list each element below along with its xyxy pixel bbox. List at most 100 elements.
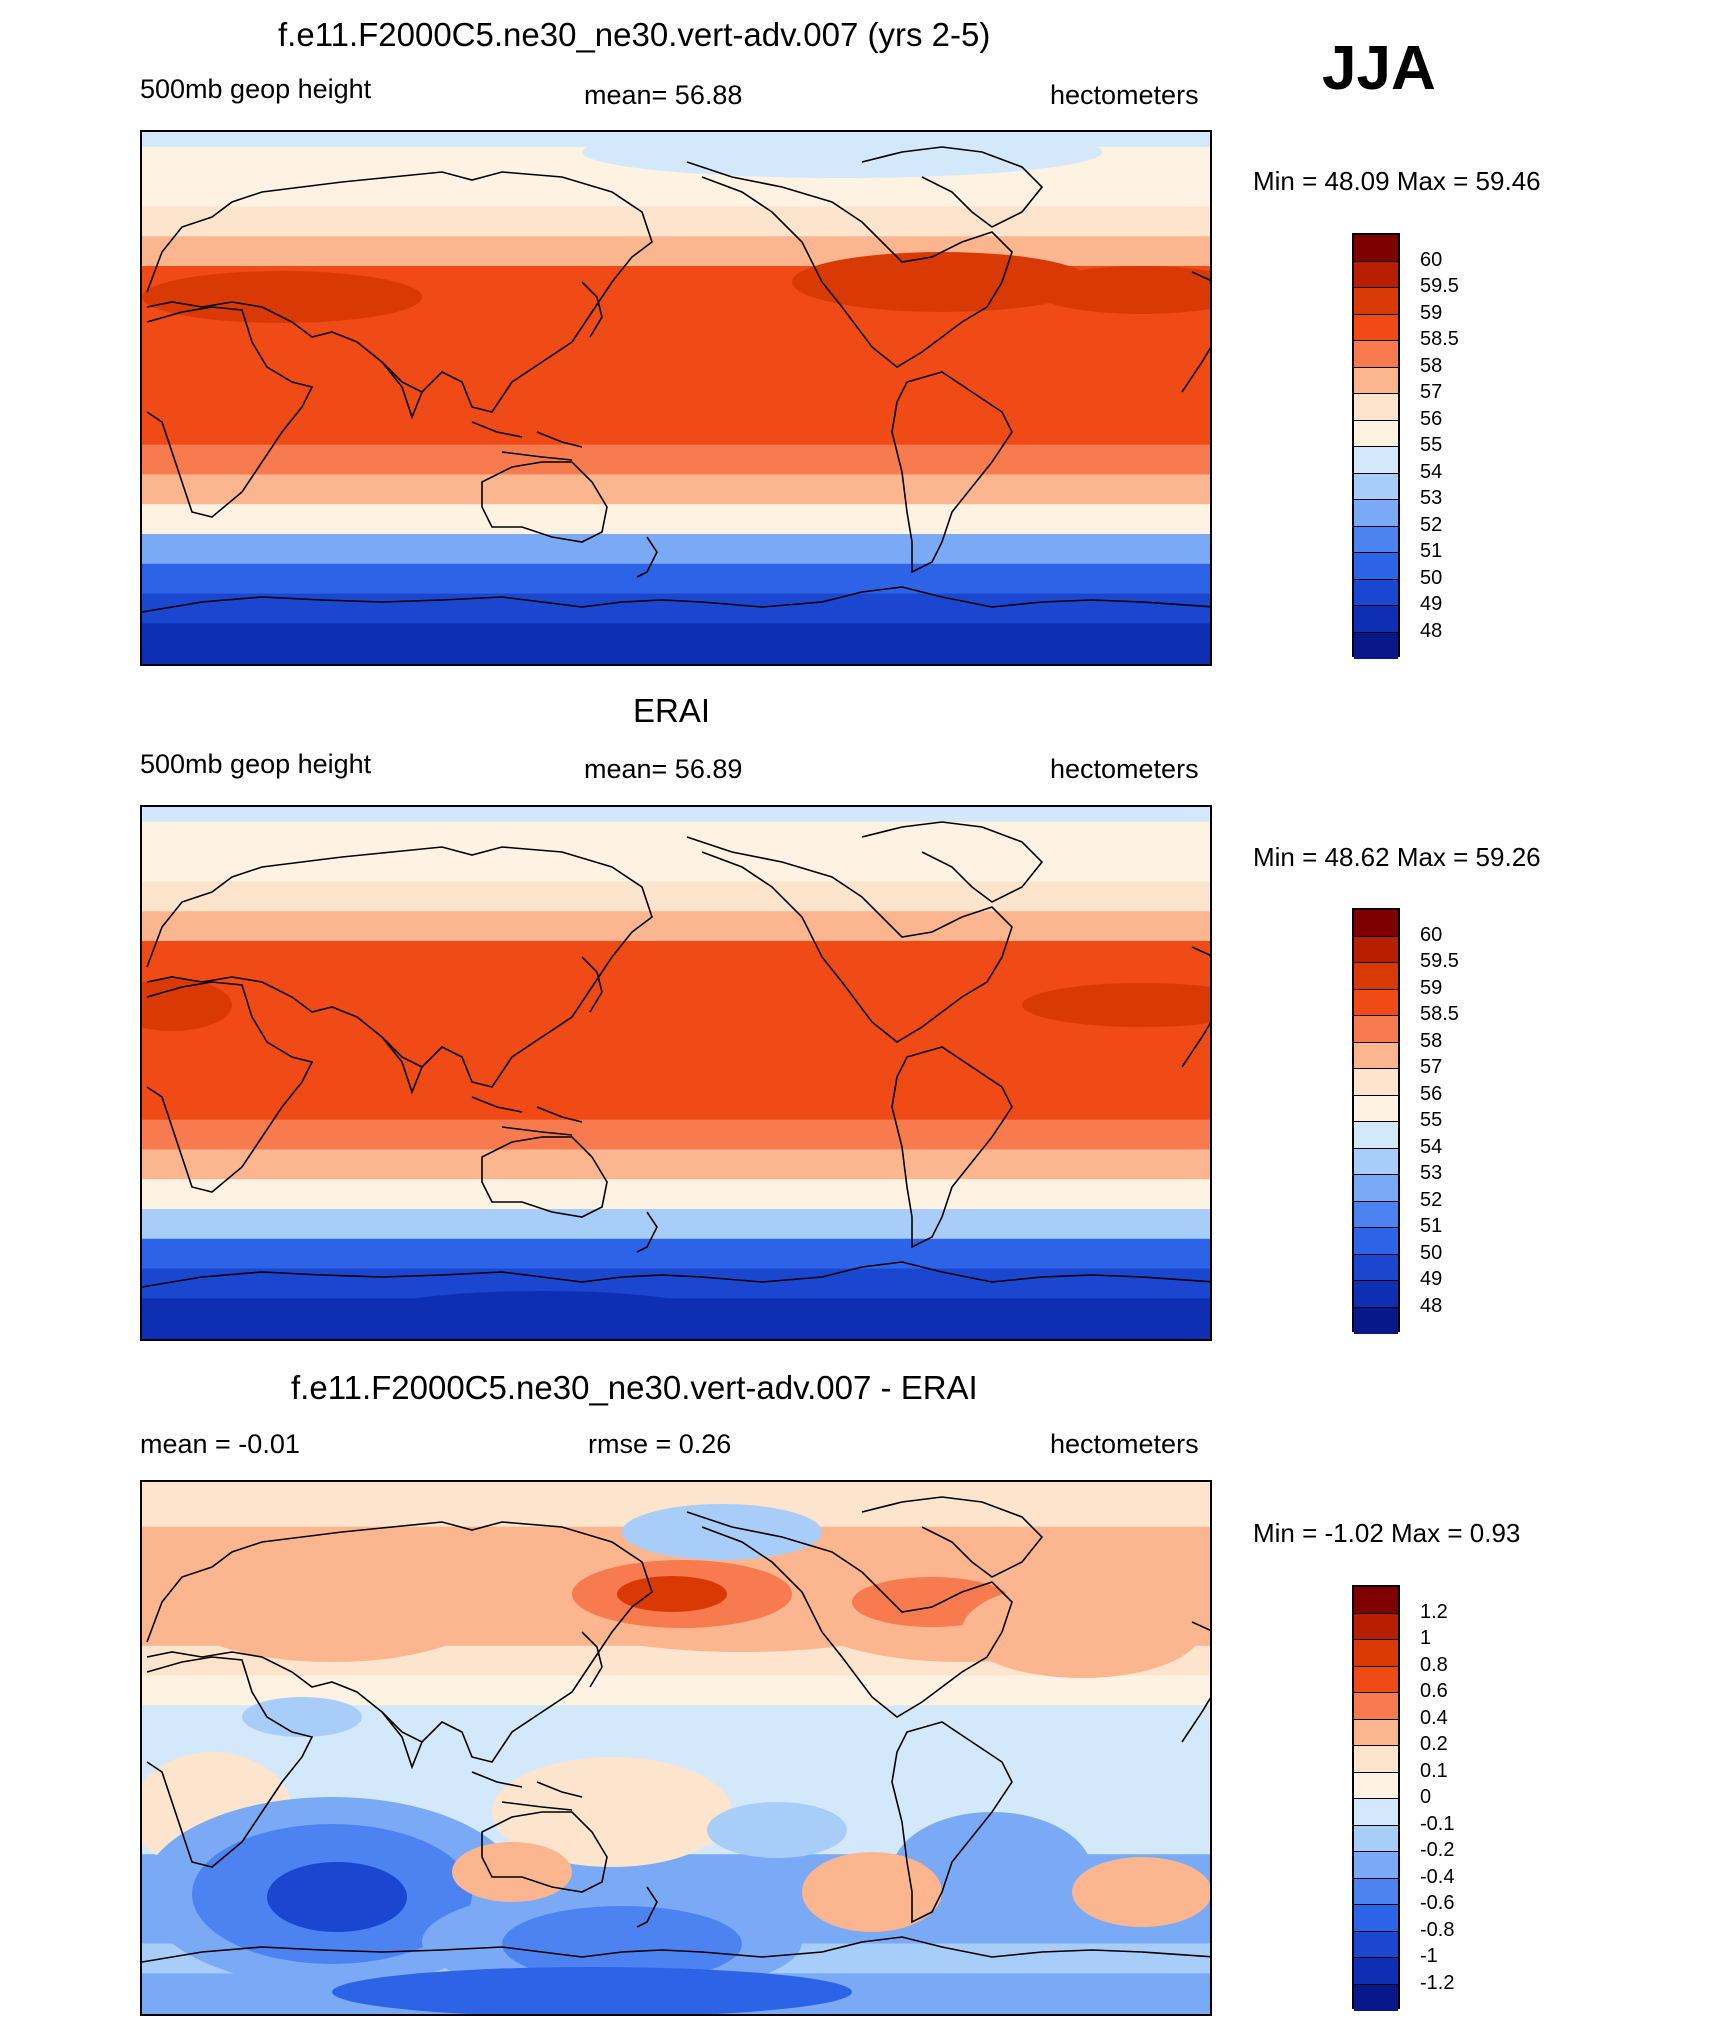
colorbar-swatch [1354,1905,1398,1932]
colorbar-swatch [1354,989,1398,1016]
coastline [381,361,423,420]
zonal-band [142,911,1210,942]
coastline [471,421,583,461]
colorbar-swatch [1354,632,1398,659]
season-label: JJA [1322,34,1436,103]
panel2-high-atlantic [1022,983,1210,1027]
zonal-band [142,1149,1210,1180]
zonal-band [142,444,1210,475]
colorbar-swatch [1354,910,1398,937]
colorbar-swatch [1354,1772,1398,1799]
zonal-band [142,653,1210,664]
colorbar-tick-label: 0.4 [1420,1706,1448,1729]
colorbar-swatch [1354,1825,1398,1852]
colorbar-swatch [1354,579,1398,606]
coastline [481,1136,608,1218]
colorbar-swatch [1354,235,1398,262]
panel1-minmax: Min = 48.09 Max = 59.46 [1253,166,1541,196]
zonal-band [142,1119,1210,1150]
colorbar-tick-label: 58.5 [1420,328,1459,350]
panel1-high-atlantic [1032,266,1210,314]
colorbar-tick-label: 57 [1420,381,1443,403]
colorbar-tick-label: 60 [1420,248,1443,271]
colorbar-swatch [1354,1095,1398,1122]
coastline [581,956,603,1013]
zonal-band [142,325,1210,356]
colorbar-tick-label: 50 [1420,1241,1443,1264]
zonal-band [142,851,1210,882]
panel1-high-north-america [792,252,1092,312]
colorbar-swatch [1354,314,1398,341]
coastline [381,1036,423,1095]
colorbar-tick-label: -0.2 [1420,1839,1455,1861]
panel2-colorbar [1352,908,1400,1334]
colorbar-tick-label: 55 [1420,1109,1443,1131]
coastline [146,846,653,1088]
colorbar-tick-label: 1 [1420,1627,1432,1649]
panel1-field [142,132,1210,664]
coastline [891,1721,1013,1924]
colorbar-swatch [1354,394,1398,421]
zonal-band [142,593,1210,624]
colorbar-swatch [1354,1746,1398,1773]
panel1-units-label: hectometers [1050,80,1199,110]
zonal-band [142,1089,1210,1121]
coastline [891,1046,1013,1249]
coastline [471,1096,583,1136]
colorbar-tick-label: -0.1 [1420,1812,1455,1835]
colorbar-swatch [1354,420,1398,447]
colorbar-swatch [1354,963,1398,990]
panel1-map [140,130,1212,666]
colorbar-swatch [1354,500,1398,527]
colorbar-tick-label: 49 [1420,593,1443,615]
zonal-band [142,881,1210,912]
panel2-title: ERAI [633,692,711,729]
panel2-units-label: hectometers [1050,754,1199,784]
coastline [146,306,314,518]
panel1-high-eurasia [142,271,422,323]
colorbar-swatch [1354,1016,1398,1043]
zonal-band [142,414,1210,446]
colorbar-tick-label: 60 [1420,923,1443,946]
colorbar-tick-label: 57 [1420,1056,1443,1078]
colorbar-tick-label: 1.2 [1420,1600,1448,1623]
coastline [146,981,314,1193]
panel3-minmax: Min = -1.02 Max = 0.93 [1253,1518,1521,1548]
colorbar-swatch [1354,367,1398,394]
zonal-band [142,1030,1210,1061]
colorbar-tick-label: 0.1 [1420,1759,1448,1782]
panel3-title: f.e11.F2000C5.ne30_ne30.vert-adv.007 - E… [291,1369,978,1406]
coastline [636,536,658,578]
panel1-mean-label: mean= 56.88 [584,80,743,110]
colorbar-swatch [1354,936,1398,963]
coastline [636,1211,658,1253]
panel3-positive-eurasia [172,1552,492,1662]
colorbar-swatch [1354,526,1398,553]
zonal-band [142,474,1210,505]
colorbar-tick-label: 0.2 [1420,1733,1448,1755]
coastline [142,586,1210,613]
colorbar-swatch [1354,1148,1398,1175]
zonal-band [142,1238,1210,1270]
colorbar-swatch [1354,1122,1398,1149]
panel3-negative-south-pacific-core [502,1906,742,1982]
colorbar-tick-label: 52 [1420,513,1443,536]
zonal-band [142,385,1210,416]
colorbar-tick-label: -0.4 [1420,1865,1455,1888]
zonal-band [142,1060,1210,1091]
zonal-band [142,970,1210,1002]
zonal-band [142,821,1210,853]
zonal-band [142,563,1210,595]
panel3-negative-arctic [622,1504,822,1560]
colorbar-swatch [1354,1228,1398,1255]
colorbar-tick-label: 53 [1420,1162,1443,1184]
panel2-low-antarctic [372,1291,712,1335]
colorbar-swatch [1354,553,1398,580]
colorbar-swatch [1354,1878,1398,1905]
colorbar-tick-label: 59 [1420,976,1443,999]
panel2-variable-label: 500mb geop height [140,749,372,779]
colorbar-swatch [1354,1042,1398,1069]
panel3-rmse-label: rmse = 0.26 [588,1429,732,1459]
colorbar-swatch [1354,1719,1398,1746]
zonal-band [142,807,1210,823]
